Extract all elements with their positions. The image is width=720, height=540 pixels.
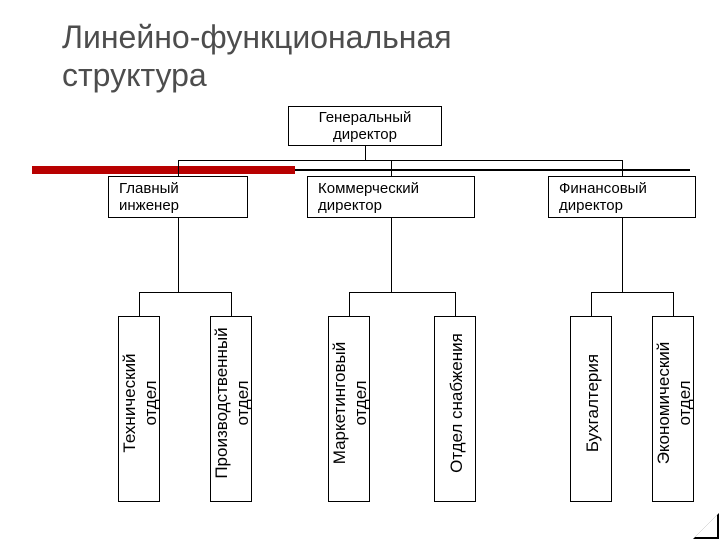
node-economic-dept-label-l1: Экономический <box>654 310 674 496</box>
node-technical-dept-label-l2: отдел <box>141 310 161 496</box>
node-marketing-dept-label-l1: Маркетинговый <box>330 310 350 496</box>
title-underline-thick <box>32 166 295 174</box>
node-accounting-dept-label-l1: Бухгалтерия <box>583 310 603 496</box>
node-general-director-label: Генеральный директор <box>319 109 412 143</box>
node-economic-dept-label-l2: отдел <box>675 310 695 496</box>
page-title: Линейно-функциональная структура <box>62 18 452 94</box>
node-marketing-dept-label-l2: отдел <box>351 310 371 496</box>
title-underline-thin <box>295 169 690 171</box>
node-commercial-director: Коммерческий директор <box>307 176 475 218</box>
node-commercial-director-label: Коммерческий директор <box>312 180 470 214</box>
node-production-dept-label-l1: Производственный <box>212 310 232 496</box>
slide: { "type": "org-chart", "canvas": { "w": … <box>0 0 720 540</box>
node-financial-director: Финансовый директор <box>548 176 696 218</box>
node-supply-dept-label-l1: Отдел снабжения <box>447 310 467 496</box>
node-technical-dept-label-l1: Технический <box>120 310 140 496</box>
title-line1: Линейно-функциональная <box>62 19 452 55</box>
node-production-dept-label-l2: отдел <box>233 310 253 496</box>
node-financial-director-label: Финансовый директор <box>553 180 691 214</box>
node-chief-engineer: Главный инженер <box>108 176 248 218</box>
title-line2: структура <box>62 57 207 93</box>
node-general-director: Генеральный директор <box>288 106 442 146</box>
dogear-icon <box>693 513 719 539</box>
node-chief-engineer-label: Главный инженер <box>113 180 243 214</box>
